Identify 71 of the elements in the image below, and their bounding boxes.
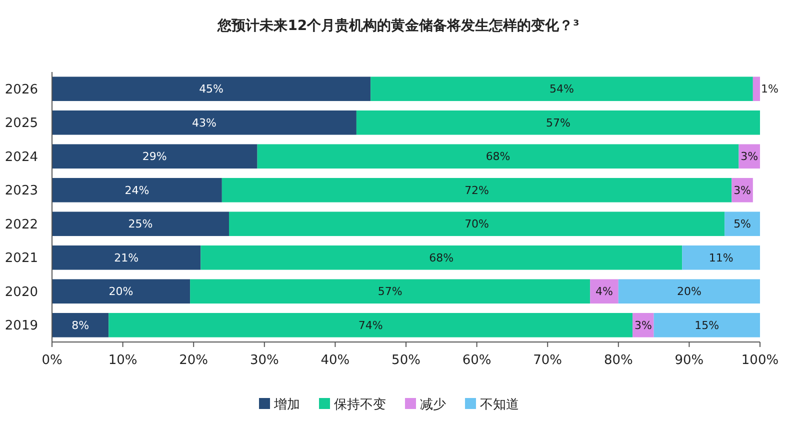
- data-label: 45%: [199, 82, 224, 96]
- data-label: 11%: [708, 251, 734, 264]
- x-tick-label: 10%: [108, 353, 138, 368]
- y-tick-label: 2025: [4, 116, 38, 132]
- x-tick-label: 50%: [392, 353, 420, 368]
- data-label: 21%: [114, 251, 139, 264]
- data-label: 20%: [676, 285, 702, 298]
- bar: [52, 144, 258, 169]
- data-label: 68%: [486, 150, 510, 164]
- data-label: 3%: [740, 150, 758, 164]
- y-tick-label: 2026: [4, 82, 38, 98]
- bar: [52, 178, 222, 202]
- data-label: 57%: [378, 285, 402, 298]
- bar: [190, 279, 590, 304]
- bar: [108, 312, 633, 338]
- data-label: 29%: [142, 150, 167, 164]
- chart-title: 您预计未来12个月贵机构的黄金储备将发生怎样的变化？³: [216, 17, 580, 34]
- x-tick-label: 60%: [462, 353, 492, 368]
- legend-label: 减少: [420, 398, 446, 413]
- legend-label: 保持不变: [334, 398, 386, 413]
- bar: [200, 245, 682, 270]
- data-label: 72%: [464, 184, 490, 197]
- data-label: 68%: [429, 251, 454, 264]
- bar: [52, 245, 201, 270]
- legend-label: 增加: [273, 398, 300, 413]
- data-label: 24%: [124, 184, 150, 197]
- bar: [52, 212, 229, 236]
- bar: [356, 110, 760, 135]
- bar: [370, 76, 753, 102]
- bar: [52, 312, 109, 338]
- bar: [229, 212, 725, 236]
- x-tick-label: 80%: [604, 353, 633, 368]
- bar: [752, 76, 760, 102]
- data-label: 43%: [192, 116, 216, 130]
- y-tick-label: 2019: [4, 318, 38, 334]
- bar: [52, 279, 190, 304]
- x-tick-label: 40%: [320, 353, 350, 368]
- data-label: 74%: [358, 318, 383, 332]
- data-label: 15%: [694, 318, 720, 332]
- bar: [590, 279, 618, 304]
- y-tick-label: 2023: [4, 184, 38, 199]
- bar: [724, 212, 760, 236]
- y-tick-label: 2022: [4, 217, 38, 232]
- data-label: 70%: [464, 218, 490, 231]
- data-label: 4%: [596, 285, 613, 298]
- y-tick-label: 2021: [4, 251, 38, 266]
- x-tick-label: 20%: [179, 353, 208, 368]
- bar: [222, 178, 732, 202]
- data-label: 1%: [761, 82, 778, 96]
- data-label: 8%: [72, 318, 90, 332]
- data-label: 25%: [128, 218, 153, 231]
- legend-label: 不知道: [480, 398, 519, 413]
- x-tick-label: 0%: [42, 353, 62, 368]
- bar: [52, 76, 371, 102]
- data-label: 3%: [634, 318, 652, 332]
- x-tick-label: 30%: [250, 353, 279, 368]
- y-tick-label: 2024: [4, 150, 38, 165]
- bar: [618, 279, 760, 304]
- data-label: 57%: [546, 116, 570, 130]
- bar: [682, 245, 760, 270]
- bar: [654, 312, 760, 338]
- bar: [52, 110, 356, 135]
- y-tick-label: 2020: [4, 284, 38, 300]
- x-tick-label: 90%: [674, 353, 704, 368]
- data-label: 5%: [734, 218, 752, 231]
- data-label: 54%: [550, 82, 574, 96]
- x-tick-label: 70%: [533, 353, 562, 368]
- x-tick-label: 100%: [741, 353, 779, 368]
- data-label: 20%: [108, 285, 134, 298]
- data-label: 3%: [734, 184, 752, 197]
- bar: [257, 144, 739, 169]
